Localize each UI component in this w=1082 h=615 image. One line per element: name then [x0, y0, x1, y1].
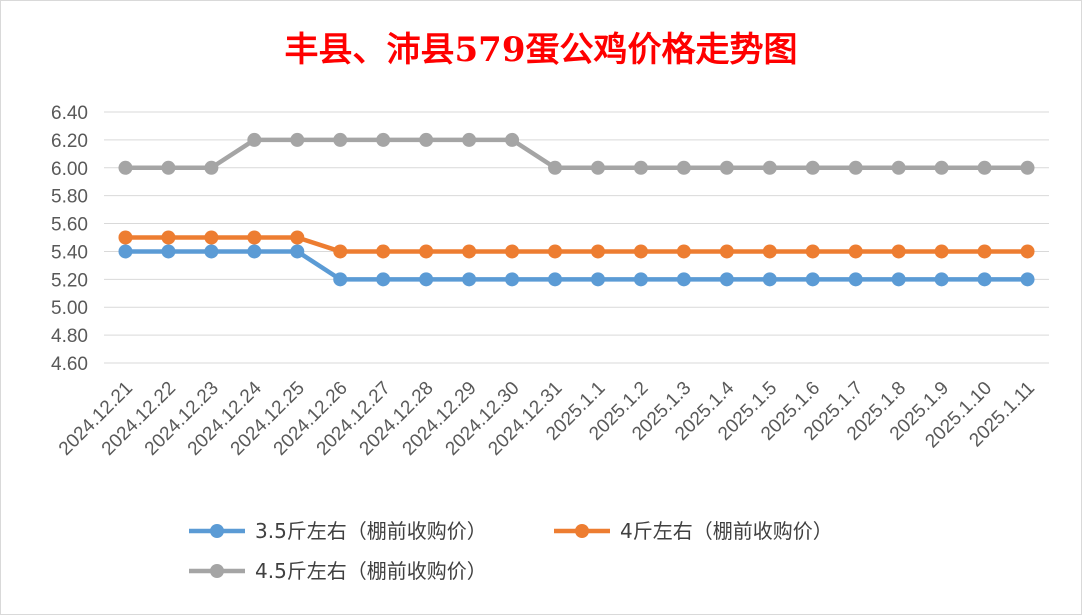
y-tick-label: 5.40	[51, 242, 88, 263]
data-point	[891, 160, 906, 175]
data-point	[805, 244, 820, 259]
data-point	[376, 132, 391, 147]
legend-item: 3.5斤左右（棚前收购价）	[189, 519, 487, 543]
data-point	[719, 272, 734, 287]
data-point	[762, 244, 777, 259]
data-point	[590, 160, 605, 175]
y-tick-label: 4.60	[51, 354, 88, 375]
legend-marker-swatch	[210, 524, 224, 538]
data-point	[462, 272, 477, 287]
data-point	[247, 230, 262, 245]
data-point	[590, 272, 605, 287]
data-point	[805, 272, 820, 287]
data-point	[1020, 160, 1035, 175]
y-tick-label: 6.40	[51, 103, 88, 124]
series-2	[118, 230, 1035, 259]
data-point	[204, 244, 219, 259]
y-tick-label: 5.00	[51, 298, 88, 319]
y-tick-label: 5.60	[51, 215, 88, 236]
data-point	[462, 132, 477, 147]
data-point	[762, 160, 777, 175]
y-axis-tick-labels: 6.40 6.20 6.00 5.80 5.60 5.40 5.20 5.00 4.80 4.60	[51, 103, 88, 375]
data-point	[333, 244, 348, 259]
data-point	[676, 244, 691, 259]
data-point	[719, 244, 734, 259]
data-point	[977, 272, 992, 287]
y-tick-label: 5.20	[51, 270, 88, 291]
data-point	[333, 132, 348, 147]
data-point	[118, 230, 133, 245]
legend-label: 4.5斤左右（棚前收购价）	[255, 559, 487, 583]
data-point	[633, 272, 648, 287]
data-point	[161, 230, 176, 245]
series-3	[118, 132, 1035, 175]
data-point	[590, 244, 605, 259]
data-point	[462, 244, 477, 259]
data-point	[934, 272, 949, 287]
data-point	[762, 272, 777, 287]
series-line	[123, 235, 1030, 254]
legend-item: 4斤左右（棚前收购价）	[554, 519, 833, 543]
data-point	[290, 230, 305, 245]
data-point	[419, 244, 434, 259]
series-lines	[118, 132, 1035, 287]
data-point	[419, 272, 434, 287]
data-point	[848, 160, 863, 175]
x-axis-tick-labels: 2024.12.212024.12.222024.12.232024.12.24…	[55, 377, 1039, 459]
legend-marker-swatch	[575, 524, 589, 538]
data-point	[977, 244, 992, 259]
y-tick-label: 4.80	[51, 326, 88, 347]
data-point	[891, 244, 906, 259]
data-point	[505, 272, 520, 287]
data-point	[290, 132, 305, 147]
data-point	[1020, 272, 1035, 287]
data-point	[333, 272, 348, 287]
data-point	[376, 272, 391, 287]
data-point	[848, 272, 863, 287]
data-point	[848, 244, 863, 259]
data-point	[247, 132, 262, 147]
data-point	[118, 244, 133, 259]
legend-marker-swatch	[210, 564, 224, 578]
data-point	[934, 244, 949, 259]
chart-title: 丰县、沛县579蛋公鸡价格走势图	[285, 30, 798, 70]
data-point	[505, 132, 520, 147]
series-line	[123, 249, 1030, 282]
series-line	[123, 137, 1030, 171]
data-point	[1020, 244, 1035, 259]
data-point	[676, 160, 691, 175]
y-tick-label: 6.00	[51, 159, 88, 180]
data-point	[247, 244, 262, 259]
data-point	[204, 230, 219, 245]
data-point	[161, 160, 176, 175]
y-tick-label: 5.80	[51, 187, 88, 208]
data-point	[934, 160, 949, 175]
data-point	[505, 244, 520, 259]
data-point	[548, 160, 563, 175]
data-point	[548, 244, 563, 259]
legend-label: 4斤左右（棚前收购价）	[620, 519, 833, 543]
data-point	[977, 160, 992, 175]
data-point	[204, 160, 219, 175]
data-point	[161, 244, 176, 259]
data-point	[290, 244, 305, 259]
y-tick-label: 6.20	[51, 131, 88, 152]
legend-label: 3.5斤左右（棚前收购价）	[255, 519, 487, 543]
data-point	[118, 160, 133, 175]
legend: 3.5斤左右（棚前收购价） 4斤左右（棚前收购价） 4.5斤左右（棚前收购价）	[189, 519, 833, 583]
data-point	[633, 244, 648, 259]
data-point	[548, 272, 563, 287]
legend-item: 4.5斤左右（棚前收购价）	[189, 559, 487, 583]
data-point	[805, 160, 820, 175]
data-point	[719, 160, 734, 175]
data-point	[419, 132, 434, 147]
series-1	[118, 244, 1035, 287]
data-point	[676, 272, 691, 287]
data-point	[376, 244, 391, 259]
data-point	[891, 272, 906, 287]
data-point	[633, 160, 648, 175]
